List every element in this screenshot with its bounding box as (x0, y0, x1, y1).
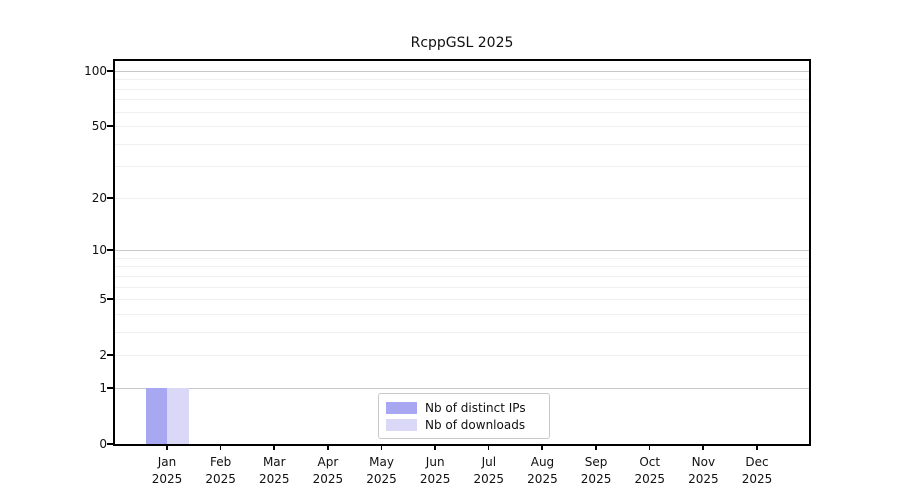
legend-item-downloads: Nb of downloads (386, 416, 540, 433)
x-tick-year: 2025 (258, 472, 290, 486)
y-tick-label-20: 20 (91, 190, 107, 205)
x-tick-Dec (756, 444, 758, 450)
legend-swatch-distinct-ips-icon (386, 401, 417, 414)
x-tick-Nov (702, 444, 704, 450)
x-tick-label-Dec: Dec 2025 (727, 454, 787, 488)
gridline-minor-3 (115, 331, 809, 333)
gridline-minor-50 (115, 126, 809, 128)
x-tick-label-Jun: Jun 2025 (405, 454, 465, 488)
gridline-minor-2 (115, 355, 809, 357)
x-tick-label-Jan: Jan 2025 (137, 454, 197, 488)
x-tick-label-Mar: Mar 2025 (244, 454, 304, 488)
gridline-minor-80 (115, 88, 809, 90)
gridline-minor-70 (115, 99, 809, 101)
bar-Jan-distinct-ips (145, 387, 167, 444)
x-tick-Aug (541, 444, 544, 450)
y-tick-label-10: 10 (91, 243, 107, 258)
gridline-minor-7 (115, 275, 809, 277)
y-tick-label-2: 2 (99, 348, 107, 363)
x-tick-month: Nov (691, 455, 716, 469)
x-tick-Apr (326, 444, 329, 450)
x-tick-label-Nov: Nov 2025 (673, 454, 733, 488)
gridline-minor-5 (115, 299, 809, 301)
x-tick-month: Sep (584, 455, 608, 469)
x-tick-month: Jul (481, 455, 497, 469)
y-tick-2 (107, 354, 113, 356)
x-tick-month: Feb (210, 455, 232, 469)
x-tick-year: 2025 (151, 472, 183, 486)
x-tick-year: 2025 (312, 472, 344, 486)
legend-label-downloads: Nb of downloads (425, 417, 526, 432)
x-tick-month: May (369, 455, 394, 469)
gridline-minor-40 (115, 143, 809, 145)
legend: Nb of distinct IPs Nb of downloads (378, 393, 550, 439)
y-tick-label-50: 50 (91, 119, 107, 134)
y-tick-100 (107, 70, 113, 72)
x-tick-month: Mar (262, 455, 286, 469)
x-tick-label-May: May 2025 (352, 454, 412, 488)
y-tick-0 (107, 443, 113, 445)
x-tick-year: 2025 (741, 472, 773, 486)
gridline-minor-60 (115, 111, 809, 113)
y-tick-label-5: 5 (99, 292, 107, 307)
y-tick-label-0: 0 (99, 437, 107, 451)
x-tick-month: Aug (530, 455, 555, 469)
x-tick-year: 2025 (366, 472, 397, 486)
x-tick-month: Jan (157, 455, 177, 469)
x-tick-month: Jun (425, 455, 445, 469)
x-tick-Jun (434, 444, 436, 450)
gridline-major-1 (115, 387, 809, 389)
x-tick-year: 2025 (419, 472, 451, 486)
gridline-minor-30 (115, 166, 809, 168)
x-tick-year: 2025 (473, 472, 505, 486)
plot-area: 0 1 2 5 10 20 50 100 Jan 2025 Feb 2025 Mar 2025 Apr 20… (84, 59, 811, 486)
x-tick-label-Aug: Aug 2025 (512, 454, 572, 488)
y-tick-50 (107, 125, 113, 127)
x-tick-year: 2025 (527, 472, 558, 486)
x-tick-year: 2025 (205, 472, 236, 486)
x-tick-Feb (219, 444, 222, 450)
gridline-minor-6 (115, 286, 809, 288)
gridline-minor-20 (115, 197, 809, 199)
legend-item-distinct-ips: Nb of distinct IPs (386, 399, 540, 416)
gridline-minor-4 (115, 313, 809, 315)
legend-swatch-downloads-icon (386, 418, 417, 431)
y-tick-10 (107, 249, 113, 251)
x-tick-Sep (595, 444, 597, 450)
x-tick-month: Dec (745, 455, 769, 469)
gridline-major-100 (115, 71, 809, 72)
gridline-minor-9 (115, 257, 809, 259)
x-tick-Jul (487, 444, 490, 450)
x-tick-year: 2025 (634, 472, 665, 486)
x-tick-month: Oct (639, 455, 661, 469)
x-tick-Mar (273, 444, 275, 450)
y-tick-1 (107, 386, 113, 389)
y-tick-label-100: 100 (84, 64, 107, 78)
legend-label-distinct-ips: Nb of distinct IPs (425, 400, 526, 415)
x-tick-Oct (648, 444, 651, 450)
y-tick-label-1: 1 (99, 380, 107, 395)
x-tick-label-Jul: Jul 2025 (459, 454, 519, 488)
chart-title: RcppGSL 2025 (410, 35, 514, 51)
x-tick-label-Apr: Apr 2025 (298, 454, 358, 488)
x-tick-label-Feb: Feb 2025 (191, 454, 251, 488)
x-tick-label-Sep: Sep 2025 (566, 454, 626, 488)
y-tick-5 (107, 298, 113, 300)
x-tick-May (380, 444, 383, 450)
x-tick-year: 2025 (688, 472, 719, 486)
x-tick-Jan (166, 444, 168, 450)
x-tick-year: 2025 (580, 472, 612, 486)
gridline-major-10 (115, 250, 809, 252)
y-tick-20 (107, 196, 113, 199)
bar-Jan-downloads (167, 387, 189, 444)
x-tick-label-Oct: Oct 2025 (620, 454, 680, 488)
gridline-minor-8 (115, 266, 809, 268)
gridline-minor-90 (115, 79, 809, 81)
x-tick-month: Apr (317, 455, 339, 469)
